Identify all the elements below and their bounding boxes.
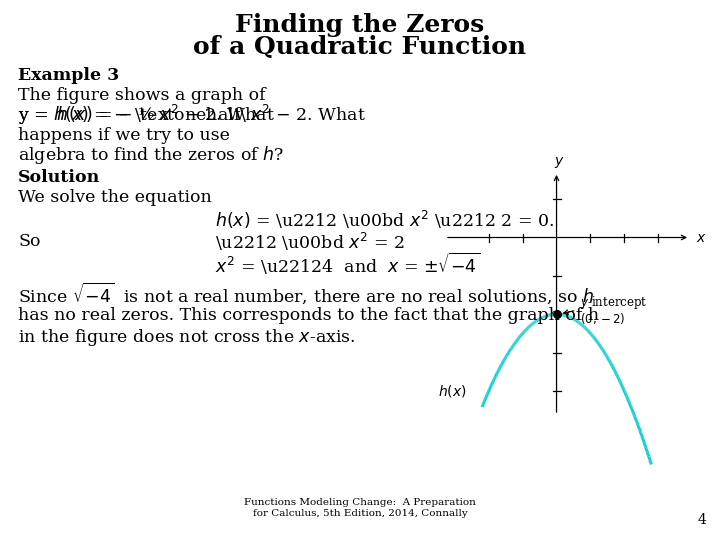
Text: $x$: $x$ xyxy=(696,231,707,245)
Text: Example 3: Example 3 xyxy=(18,66,120,84)
Text: So: So xyxy=(18,233,40,251)
Text: Solution: Solution xyxy=(18,168,100,186)
Text: $y$-intercept: $y$-intercept xyxy=(580,294,647,310)
Text: $h(x)$ = \u2212 \u00bd $x^2$ \u2212 2 = 0.: $h(x)$ = \u2212 \u00bd $x^2$ \u2212 2 = … xyxy=(215,209,554,231)
Text: Since $\sqrt{-4}$  is not a real number, there are no real solutions, so $h$: Since $\sqrt{-4}$ is not a real number, … xyxy=(18,280,594,306)
Text: has no real zeros. This corresponds to the fact that the graph of h: has no real zeros. This corresponds to t… xyxy=(18,307,599,323)
Text: y =  $h(x)$ = − ½ $x^2$ − 2. What: y = $h(x)$ = − ½ $x^2$ − 2. What xyxy=(18,103,275,127)
Text: happens if we try to use: happens if we try to use xyxy=(18,126,230,144)
Text: Finding the Zeros: Finding the Zeros xyxy=(235,13,485,37)
Text: algebra to find the zeros of $h$?: algebra to find the zeros of $h$? xyxy=(18,144,284,166)
Text: \u2212 \u00bd $x^2$ = 2: \u2212 \u00bd $x^2$ = 2 xyxy=(215,231,405,253)
Text: $(0, -2)$: $(0, -2)$ xyxy=(580,310,625,326)
Text: 4: 4 xyxy=(698,513,706,527)
Text: in the figure does not cross the $x$-axis.: in the figure does not cross the $x$-axi… xyxy=(18,327,356,348)
Text: We solve the equation: We solve the equation xyxy=(18,190,212,206)
Text: $x^2$ = \u22124  and  $x$ = $\pm\sqrt{-4}$: $x^2$ = \u22124 and $x$ = $\pm\sqrt{-4}$ xyxy=(215,251,480,277)
Text: Functions Modeling Change:  A Preparation
for Calculus, 5th Edition, 2014, Conna: Functions Modeling Change: A Preparation… xyxy=(244,498,476,518)
Text: y = $h(x)$ = $-$ \textonehalf\ $x^2$ $-$ 2. What: y = $h(x)$ = $-$ \textonehalf\ $x^2$ $-$… xyxy=(18,103,366,127)
Text: $h(x)$: $h(x)$ xyxy=(438,383,467,399)
Text: of a Quadratic Function: of a Quadratic Function xyxy=(194,35,526,59)
Text: $y$: $y$ xyxy=(554,155,565,170)
Text: The figure shows a graph of: The figure shows a graph of xyxy=(18,86,266,104)
